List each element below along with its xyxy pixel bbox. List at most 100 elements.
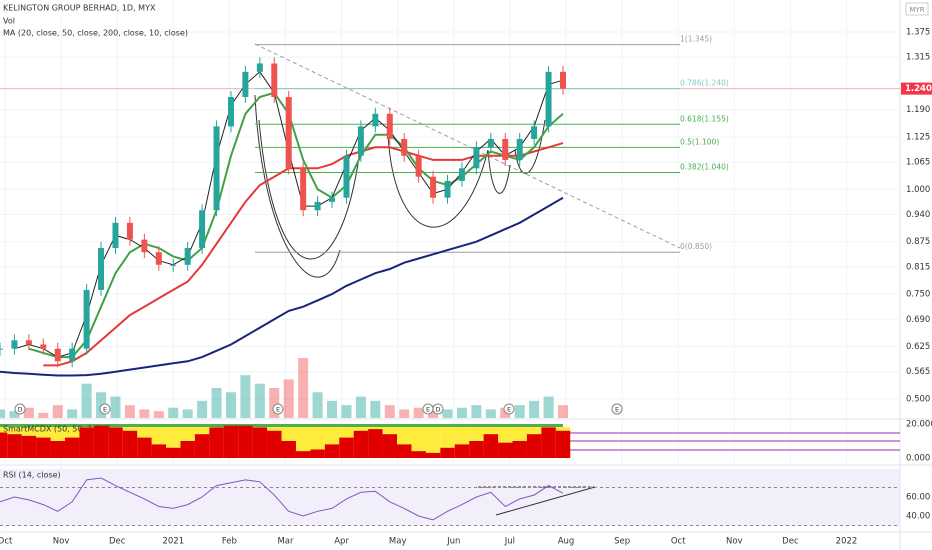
event-label: D [17,406,22,414]
candle [516,138,523,160]
y-tick-label: 1.315 [906,53,930,63]
volume-bar [139,409,150,418]
volume-bar [110,396,121,418]
mcdx-bar [252,427,268,458]
volume-bar [370,400,381,418]
volume-bar [153,411,164,418]
mcdx-bar [440,447,455,458]
volume-bar [225,392,236,418]
candle [11,340,18,349]
mcdx-bar [50,441,65,458]
event-marker [503,403,515,415]
y-tick-label: 0.500 [906,395,930,405]
volume-bar [0,409,5,418]
moving-average [0,196,564,377]
volume-bar [428,405,439,418]
mcdx-bar [368,429,383,458]
x-tick-label: Jul [504,537,515,547]
x-tick-label: Oct [0,537,13,547]
candle [386,113,393,139]
x-tick-label: Nov [53,537,70,547]
event-marker [14,403,26,415]
candle [415,155,422,177]
y-tick-label: 0.875 [906,237,930,247]
candle [372,113,379,127]
vol-legend: Vol [3,17,15,26]
candle [40,344,47,349]
mcdx-bar [295,451,311,458]
candle [458,168,465,181]
symbol-title: KELINGTON GROUP BERHAD, 1D, MYX [3,4,156,13]
mcdx-bar [93,425,109,458]
x-tick-label: Apr [334,537,349,547]
candle [69,348,76,362]
mcdx-bar [0,432,8,458]
ma-legend: MA (20, close, 50, close, 200, close, 10… [3,29,188,38]
volume-bar [471,405,482,418]
candle [560,71,566,89]
event-marker [432,403,444,415]
volume-bar [529,400,540,418]
fib-label: 0.786(1.240) [680,79,729,88]
y-tick-label: 1.190 [906,105,930,115]
volume-bar [81,383,92,418]
y-tick-label: 1.375 [906,28,930,38]
volume-bar [442,409,453,418]
mcdx-bar [151,444,167,458]
volume-bar [240,375,251,418]
mcdx-bar [64,437,80,458]
volume-bar [269,388,280,418]
mcdx-bar-yellow [425,427,441,458]
last-price-label: 1.240 [905,84,932,94]
candle [473,147,480,169]
volume-bar [514,405,525,418]
candle [343,155,350,198]
mcdx-bar [483,434,499,458]
x-tick-label: Aug [558,537,575,547]
mcdx-bar [397,444,412,458]
mcdx-bar [339,437,354,458]
candle [357,126,364,156]
mcdx-bar [469,441,484,458]
rsi-title: RSI (14, close) [3,471,61,480]
volume-bar [341,405,352,418]
volume-bar [558,405,568,418]
event-label: E [615,406,619,414]
mcdx-bar-yellow [411,427,426,458]
volume-bar [182,409,193,418]
candle [141,239,148,253]
rsi-tick-label: 60.00 [906,493,930,503]
x-tick-label: Sep [614,537,630,547]
volume-bar [211,388,222,418]
currency: MYR [909,6,924,14]
mcdx-bar [209,427,224,458]
candle [98,248,105,290]
last-price-box [901,82,932,95]
volume-bar [168,407,179,418]
y-tick-label: 1.000 [906,185,930,195]
cup-drawing [387,134,489,228]
candle [155,252,162,265]
candle [242,71,249,98]
candle [170,264,177,266]
event-label: E [426,406,430,414]
event-marker [611,403,623,415]
candle [271,63,278,98]
fib-label: 0(0.850) [680,242,712,251]
volume-bar [67,409,78,418]
rsi-tick-label: 40.00 [906,512,930,522]
volume-bar [456,407,467,418]
mcdx-title: SmartMCDX (50, 50, 1.5, 3 [3,425,110,434]
candle [213,126,220,211]
currency-box[interactable] [905,2,929,16]
candle [300,168,307,211]
volume-bar [96,392,107,418]
candle [25,340,32,345]
mcdx-bar [21,435,37,458]
candle [112,222,119,249]
mcdx-bar [324,444,340,458]
candle [430,176,437,198]
mcdx-bar [454,444,470,458]
mcdx-tick-label: 0.000 [906,454,930,464]
